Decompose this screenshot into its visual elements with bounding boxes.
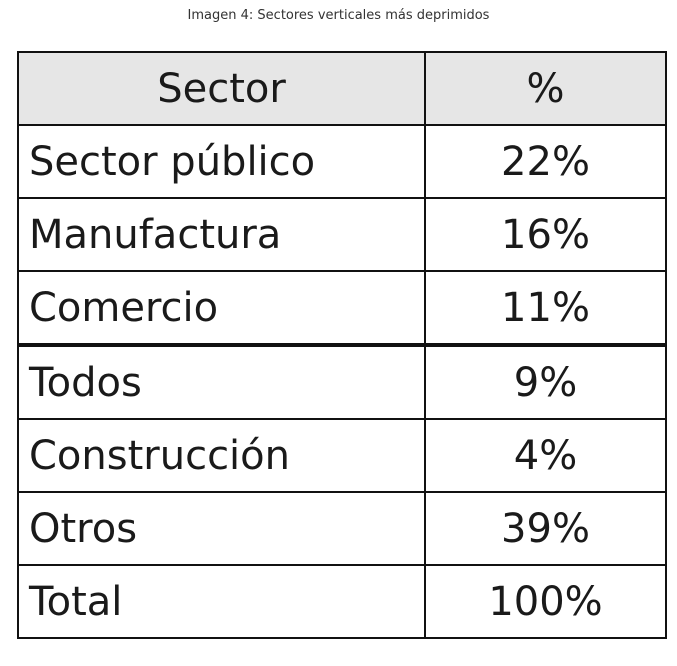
percent-cell: 100% — [424, 564, 667, 639]
table: Sector% Sector público 22% Manufactura 16% C… — [17, 51, 667, 639]
table-row: Construcción 4% — [17, 418, 667, 493]
table-row: Todos 9% — [17, 344, 667, 420]
percent-cell: 22% — [424, 124, 667, 199]
table-row: Sector público 22% — [17, 124, 667, 199]
table-row: Comercio 11% — [17, 270, 667, 347]
table-row: Total 100% — [17, 564, 667, 639]
percent-cell: 4% — [424, 418, 667, 493]
percent-cell: 9% — [424, 344, 667, 420]
sector-cell: Total — [17, 564, 426, 639]
header-row: Sector% — [17, 51, 667, 126]
table-row: Otros 39% — [17, 491, 667, 566]
sector-cell: Comercio — [17, 270, 426, 347]
sector-cell: Sector público — [17, 124, 426, 199]
sector-cell: Otros — [17, 491, 426, 566]
percent-cell: 16% — [424, 197, 667, 272]
table-row: Manufactura 16% — [17, 197, 667, 272]
percent-cell: 39% — [424, 491, 667, 566]
header-cell: % — [424, 51, 667, 126]
sector-cell: Todos — [17, 344, 426, 420]
sector-cell: Construcción — [17, 418, 426, 493]
sector-cell: Manufactura — [17, 197, 426, 272]
header-cell: Sector — [17, 51, 426, 126]
caption: Imagen 4: Sectores verticales más deprim… — [187, 8, 490, 23]
table-body: Sector público 22% Manufactura 16% Comercio 1… — [17, 124, 667, 639]
percent-cell: 11% — [424, 270, 667, 347]
